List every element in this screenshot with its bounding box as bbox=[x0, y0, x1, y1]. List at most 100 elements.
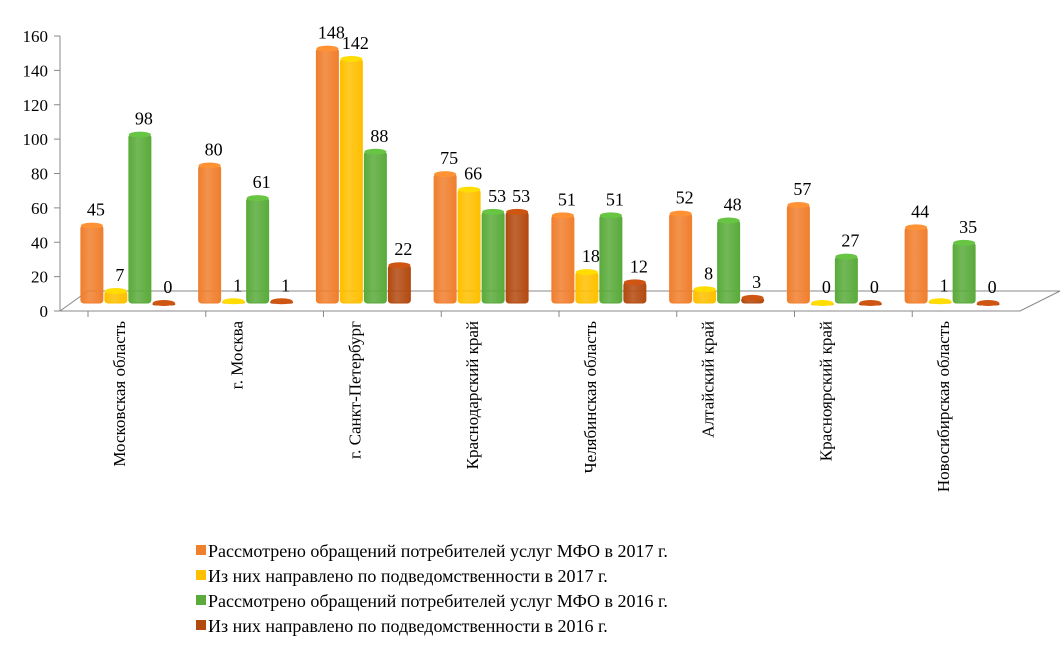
bar bbox=[246, 197, 270, 304]
bar-top bbox=[599, 212, 622, 219]
bar-top bbox=[835, 253, 858, 260]
bar bbox=[80, 225, 104, 304]
bar bbox=[363, 151, 387, 304]
bar-top bbox=[859, 300, 882, 306]
x-tick-label: Красноярский край bbox=[816, 321, 835, 461]
data-label: 51 bbox=[558, 189, 576, 209]
bar bbox=[669, 213, 693, 304]
bar bbox=[481, 211, 505, 304]
y-tick-label: 100 bbox=[23, 130, 49, 149]
data-label: 1 bbox=[233, 275, 242, 295]
data-label: 35 bbox=[959, 217, 977, 237]
bar bbox=[834, 256, 858, 304]
bar-top bbox=[434, 171, 457, 178]
bar-top bbox=[506, 208, 529, 215]
data-label: 7 bbox=[115, 265, 124, 285]
bar-top bbox=[104, 287, 127, 294]
bar-top bbox=[340, 55, 363, 62]
bar bbox=[457, 189, 481, 304]
data-label: 44 bbox=[911, 201, 929, 221]
bar-top bbox=[693, 286, 716, 293]
bar-top bbox=[977, 300, 1000, 306]
bar-top bbox=[270, 298, 293, 305]
bar bbox=[387, 264, 411, 304]
bar bbox=[952, 242, 976, 304]
data-label: 3 bbox=[752, 272, 761, 292]
bar bbox=[198, 165, 222, 304]
bar-top bbox=[80, 222, 103, 229]
y-tick-label: 160 bbox=[23, 27, 49, 46]
legend-swatch bbox=[196, 620, 206, 630]
data-label: 57 bbox=[793, 179, 811, 199]
data-label: 1 bbox=[940, 275, 949, 295]
y-tick-label: 60 bbox=[31, 199, 48, 218]
data-label: 88 bbox=[370, 126, 388, 146]
bar-top bbox=[929, 298, 952, 305]
bar-top bbox=[953, 239, 976, 246]
data-label: 53 bbox=[512, 186, 530, 206]
bar-top bbox=[717, 217, 740, 224]
data-label: 75 bbox=[440, 148, 458, 168]
y-tick-label: 0 bbox=[40, 302, 49, 321]
data-label: 27 bbox=[841, 231, 859, 251]
bar-top bbox=[128, 131, 151, 138]
bar bbox=[505, 211, 529, 304]
bar-top bbox=[152, 300, 175, 306]
bar-top bbox=[364, 148, 387, 155]
bar bbox=[623, 281, 647, 304]
bar bbox=[128, 134, 152, 304]
data-label: 45 bbox=[87, 200, 105, 220]
legend-label: Рассмотрено обращений потребителей услуг… bbox=[208, 591, 668, 611]
data-label: 148 bbox=[318, 23, 345, 43]
y-tick-label: 140 bbox=[23, 61, 49, 80]
bar bbox=[433, 173, 457, 304]
bar-top bbox=[246, 195, 269, 202]
bar-top bbox=[623, 279, 646, 286]
bar bbox=[904, 226, 928, 304]
data-label: 1 bbox=[281, 275, 290, 295]
data-label: 53 bbox=[488, 186, 506, 206]
x-tick-label: Краснодарский край bbox=[463, 321, 482, 469]
x-tick-label: Новосибирская область bbox=[934, 321, 953, 492]
data-label: 12 bbox=[630, 256, 648, 276]
bar bbox=[575, 271, 599, 304]
data-label: 80 bbox=[205, 140, 223, 160]
bar bbox=[599, 214, 623, 304]
y-tick-label: 40 bbox=[31, 233, 48, 252]
bar-top bbox=[787, 202, 810, 209]
data-label: 98 bbox=[135, 109, 153, 129]
bar bbox=[551, 214, 575, 304]
data-label: 0 bbox=[870, 277, 879, 297]
bar bbox=[717, 220, 741, 304]
legend-swatch bbox=[196, 595, 206, 605]
legend-label: Из них направлено по подведомственности … bbox=[208, 566, 608, 586]
data-label: 48 bbox=[724, 195, 742, 215]
bar-top bbox=[811, 300, 834, 306]
bar-top bbox=[388, 262, 411, 269]
y-tick-label: 120 bbox=[23, 96, 49, 115]
data-label: 51 bbox=[606, 189, 624, 209]
data-label: 61 bbox=[253, 172, 271, 192]
x-tick-label: г. Санкт-Петербург bbox=[345, 321, 364, 459]
bar-top bbox=[905, 224, 928, 231]
legend-swatch bbox=[196, 545, 206, 555]
x-tick-label: Московская область bbox=[110, 321, 129, 467]
bar-top bbox=[669, 210, 692, 217]
y-tick-label: 80 bbox=[31, 165, 48, 184]
data-label: 0 bbox=[822, 277, 831, 297]
bar-top bbox=[482, 208, 505, 215]
bar bbox=[786, 204, 810, 304]
bar-top bbox=[316, 45, 339, 52]
data-label: 0 bbox=[988, 277, 997, 297]
legend-label: Из них направлено по подведомственности … bbox=[208, 616, 608, 636]
bar-top bbox=[198, 162, 221, 169]
bar bbox=[315, 48, 339, 304]
x-tick-label: Челябинская область bbox=[581, 321, 600, 474]
legend-swatch bbox=[196, 570, 206, 580]
bar-top bbox=[741, 294, 764, 301]
data-label: 8 bbox=[704, 263, 713, 283]
bar-top bbox=[222, 298, 245, 305]
bar bbox=[339, 58, 363, 304]
